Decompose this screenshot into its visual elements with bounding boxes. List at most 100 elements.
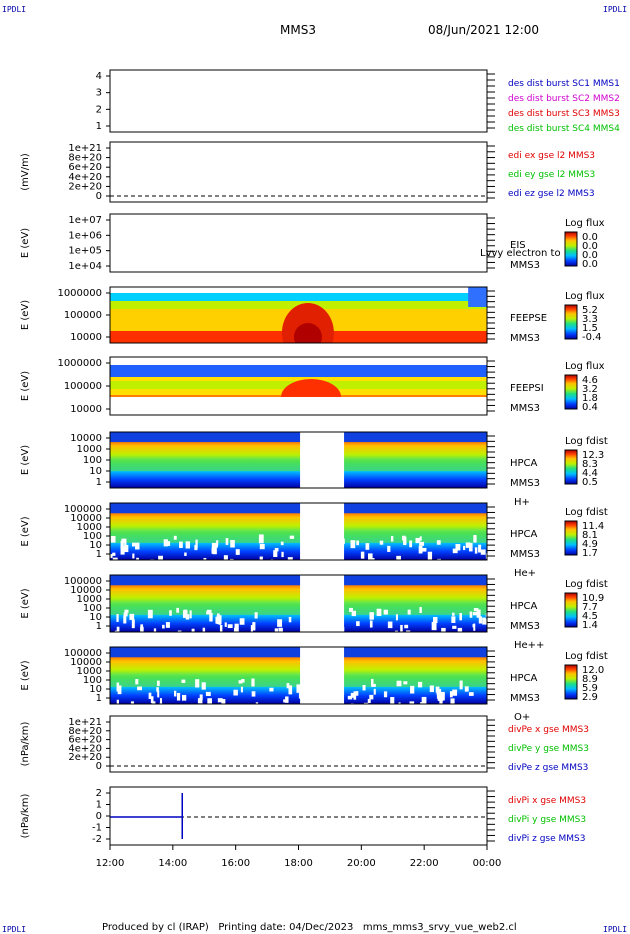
hpca_he-colorbar [564, 520, 578, 556]
hpca_hepp-speckle [191, 628, 195, 632]
distributions-legend-2: des dist burst SC3 MMS3 [508, 109, 620, 119]
hpca_hepp-speckle [278, 627, 283, 632]
hpca_he-speckle [216, 540, 219, 546]
hpca_he-speckle [478, 544, 482, 553]
eis-ytick-label: 1e+06 [68, 230, 102, 241]
feepse-scale-label: -0.4 [582, 332, 602, 343]
x-tick-label: 22:00 [410, 858, 439, 869]
hpca_hepp-speckle [254, 612, 258, 619]
eis-colorbar [564, 231, 578, 267]
hpca_hepp-speckle [189, 610, 192, 619]
footer-credits: Produced by cl (IRAP) Printing date: 04/… [102, 922, 517, 933]
hpca_hepp-speckle [451, 616, 456, 623]
hpca_he-speckle [419, 541, 425, 546]
divpe-ytick-label: 6e+20 [68, 735, 102, 746]
hpca_o-speckle [371, 678, 374, 687]
feepse-spectrogram [110, 287, 487, 343]
edi-legend-2: edi ez gse l2 MMS3 [508, 189, 595, 199]
hpca_he-speckle [112, 552, 116, 556]
hpca_o-speckle [255, 702, 259, 704]
feepse-instrument: FEEPSE [510, 313, 547, 324]
hpca_he-speckle [120, 545, 125, 555]
eis-scale-label: 0.0 [582, 250, 598, 261]
hpca_h-ytick-label: 100 [83, 455, 102, 466]
hpca_hepp-scale-label: 1.4 [582, 620, 598, 631]
feepse-ylabel: E (eV) [20, 300, 31, 330]
spacecraft-title: MMS3 [280, 23, 316, 37]
hpca_hepp-speckle [472, 624, 475, 628]
hpca_o-top-band [110, 647, 487, 658]
divpi-ytick-label: -2 [92, 834, 102, 845]
hpca_h-ytick-label: 10000 [70, 433, 102, 444]
hpca_hepp-speckle [274, 628, 279, 632]
hpca_he-speckle [179, 541, 183, 548]
hpca_o-scale-label: 2.9 [582, 692, 598, 703]
divpe-legend-2: divPe z gse MMS3 [508, 763, 588, 773]
hpca_o-speckle [410, 685, 415, 694]
hpca_he-ytick-label: 10000 [70, 513, 102, 524]
hpca_he-speckle [396, 555, 401, 560]
hpca_hepp-speckle [469, 611, 473, 618]
hpca_he-speckle [230, 540, 235, 548]
hpca_o-speckle [421, 696, 427, 704]
hpca_o-speckle [288, 685, 293, 695]
hpca_h-scale-label: 8.3 [582, 459, 598, 470]
hpca_h-ylabel: E (eV) [20, 445, 31, 475]
hpca_he-speckle [452, 548, 458, 554]
hpca_he-mid-band [110, 531, 487, 543]
hpca_o-speckle [156, 687, 159, 692]
hpca_o-speckle [396, 680, 402, 687]
hpca_hepp-speckle [131, 619, 135, 629]
hpca_o-speckle [251, 678, 255, 687]
hpca_he-speckle [110, 554, 113, 558]
hpca_he-scale-label: 8.1 [582, 530, 598, 541]
hpca_hepp-speckle [351, 610, 357, 617]
hpca_o-speckle [217, 698, 223, 703]
hpca_hepp-speckle [441, 627, 446, 632]
hpca_o-speckle [201, 682, 206, 690]
hpca_he-speckle [112, 557, 118, 560]
hpca_he-speckle [259, 543, 265, 550]
hpca_hepp-speckle [485, 613, 487, 617]
hpca_o-speckle [350, 692, 356, 698]
hpca_o-speckle [367, 698, 371, 704]
hpca_he-ytick-label: 1000 [77, 522, 102, 533]
hpca_hepp-speckle [114, 630, 118, 632]
divpi-frame [109, 786, 488, 846]
hpca_hepp-species: He++ [514, 640, 544, 651]
hpca_h-top-band [110, 432, 487, 443]
hpca_hepp-speckle [387, 621, 393, 629]
hpca_hepp-speckle [476, 609, 481, 618]
hpca_hepp-speckle [395, 614, 398, 621]
hpca_hepp-speckle [227, 624, 233, 629]
hpca_hepp-speckle [308, 631, 313, 632]
hpca_o-speckle [371, 683, 376, 687]
hpca_hepp-speckle [404, 624, 409, 629]
hpca_he-speckle [387, 545, 391, 552]
hpca_hepp-mid-band [110, 603, 487, 615]
hpca_he-speckle [350, 540, 356, 549]
hpca_he-ytick-label: 100000 [64, 504, 102, 515]
hpca_he-speckle [427, 551, 433, 560]
hpca_hepp-speckle [473, 608, 479, 612]
x-tick-label: 12:00 [96, 858, 125, 869]
eis-ytick-label: 1e+05 [68, 246, 102, 257]
hpca_he-speckle [469, 542, 473, 552]
feepsi-instrument: FEEPSI [510, 383, 544, 394]
hpca_o-scale-label: 12.0 [582, 665, 604, 676]
hpca_o-speckle [176, 692, 181, 701]
feepsi-scale-label: 0.4 [582, 402, 598, 413]
feepsi-empty [110, 397, 487, 415]
hpca_o-speckle [150, 696, 154, 704]
edi-ytick-label: 6e+20 [68, 162, 102, 173]
hpca_o-speckle [429, 685, 434, 693]
hpca_hepp-speckle [433, 617, 438, 623]
feepsi-ytick-label: 100000 [64, 381, 102, 392]
hpca_he-speckle [158, 555, 163, 560]
hpca_he-speckle [419, 536, 422, 541]
distributions-frame [109, 69, 488, 133]
hpca_hepp-speckle [182, 610, 188, 618]
hpca_he-speckle [480, 549, 486, 555]
